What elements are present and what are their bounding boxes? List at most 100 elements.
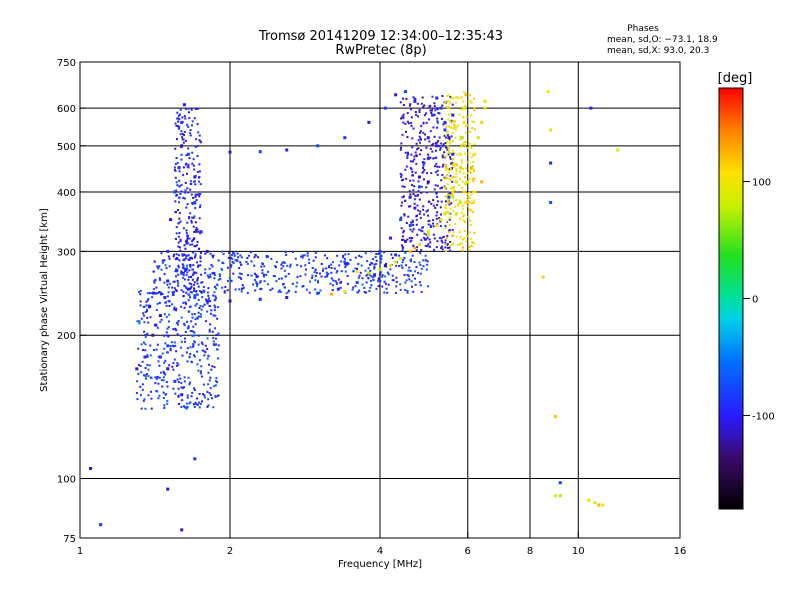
scatter-point: [201, 400, 204, 403]
scatter-point: [411, 137, 414, 140]
scatter-point: [436, 184, 439, 187]
scatter-point: [199, 372, 202, 375]
scatter-point: [240, 263, 243, 266]
scatter-point: [429, 104, 432, 107]
scatter-point: [437, 139, 440, 142]
scatter-point: [184, 340, 187, 343]
scatter-point: [180, 289, 183, 292]
scatter-point: [466, 146, 469, 149]
scatter-point: [400, 179, 403, 182]
scatter-point: [342, 254, 345, 257]
scatter-point: [471, 127, 474, 130]
scatter-point: [447, 93, 450, 96]
scatter-point: [344, 266, 347, 269]
scatter-point: [190, 219, 193, 222]
data-point: [426, 136, 430, 140]
scatter-point: [139, 385, 142, 388]
scatter-point: [411, 184, 414, 187]
scatter-point: [175, 157, 178, 160]
scatter-point: [303, 254, 306, 257]
scatter-point: [142, 400, 145, 403]
scatter-point: [403, 214, 406, 217]
data-point: [285, 148, 289, 152]
scatter-point: [416, 233, 419, 236]
scatter-point: [471, 120, 474, 123]
scatter-point: [223, 291, 226, 294]
scatter-point: [191, 330, 194, 333]
scatter-point: [154, 279, 157, 282]
scatter-point: [196, 123, 199, 126]
scatter-point: [182, 294, 185, 297]
scatter-point: [195, 226, 198, 229]
scatter-point: [185, 268, 188, 271]
scatter-point: [406, 156, 409, 159]
scatter-point: [158, 290, 161, 293]
scatter-point: [144, 374, 147, 377]
scatter-point: [411, 274, 414, 277]
scatter-point: [455, 169, 458, 172]
scatter-point: [182, 227, 185, 230]
scatter-point: [191, 313, 194, 316]
scatter-point: [176, 209, 179, 212]
scatter-point: [166, 283, 169, 286]
scatter-point: [165, 304, 168, 307]
scatter-point: [265, 273, 268, 276]
scatter-point: [160, 371, 163, 374]
scatter-point: [464, 125, 467, 128]
scatter-point: [200, 273, 203, 276]
scatter-point: [265, 256, 268, 259]
scatter-point: [158, 394, 161, 397]
scatter-point: [426, 236, 429, 239]
scatter-point: [185, 320, 188, 323]
scatter-point: [441, 95, 444, 98]
scatter-point: [360, 255, 363, 258]
scatter-point: [171, 303, 174, 306]
scatter-point: [142, 349, 145, 352]
scatter-point: [173, 253, 176, 256]
scatter-point: [187, 147, 190, 150]
scatter-point: [209, 312, 212, 315]
scatter-point: [181, 276, 184, 279]
scatter-point: [469, 248, 472, 251]
scatter-point: [216, 284, 219, 287]
scatter-point: [178, 179, 181, 182]
scatter-point: [451, 180, 454, 183]
scatter-point: [200, 291, 203, 294]
scatter-point: [182, 174, 185, 177]
scatter-point: [174, 270, 177, 273]
scatter-point: [136, 320, 139, 323]
scatter-point: [248, 254, 251, 257]
scatter-point: [406, 238, 409, 241]
scatter-point: [183, 197, 186, 200]
scatter-point: [157, 360, 160, 363]
scatter-point: [161, 293, 164, 296]
data-point: [443, 120, 447, 124]
colorbar-gradient: [718, 87, 744, 510]
scatter-point: [236, 252, 239, 255]
scatter-point: [222, 253, 225, 256]
scatter-point: [173, 290, 176, 293]
scatter-point: [344, 253, 347, 256]
scatter-point: [345, 262, 348, 265]
scatter-point: [431, 144, 434, 147]
scatter-point: [385, 262, 388, 265]
scatter-point: [391, 274, 394, 277]
scatter-point: [240, 287, 243, 290]
scatter-point: [136, 398, 139, 401]
data-point: [182, 103, 186, 107]
scatter-point: [405, 221, 408, 224]
data-point: [383, 106, 387, 110]
scatter-point: [375, 259, 378, 262]
scatter-point: [190, 283, 193, 286]
scatter-point: [192, 158, 195, 161]
scatter-point: [215, 287, 218, 290]
scatter-point: [383, 251, 386, 254]
scatter-point: [163, 313, 166, 316]
scatter-point: [193, 355, 196, 358]
scatter-point: [160, 252, 163, 255]
scatter-point: [448, 218, 451, 221]
scatter-point: [190, 320, 193, 323]
scatter-point: [463, 237, 466, 240]
scatter-point: [402, 113, 405, 116]
